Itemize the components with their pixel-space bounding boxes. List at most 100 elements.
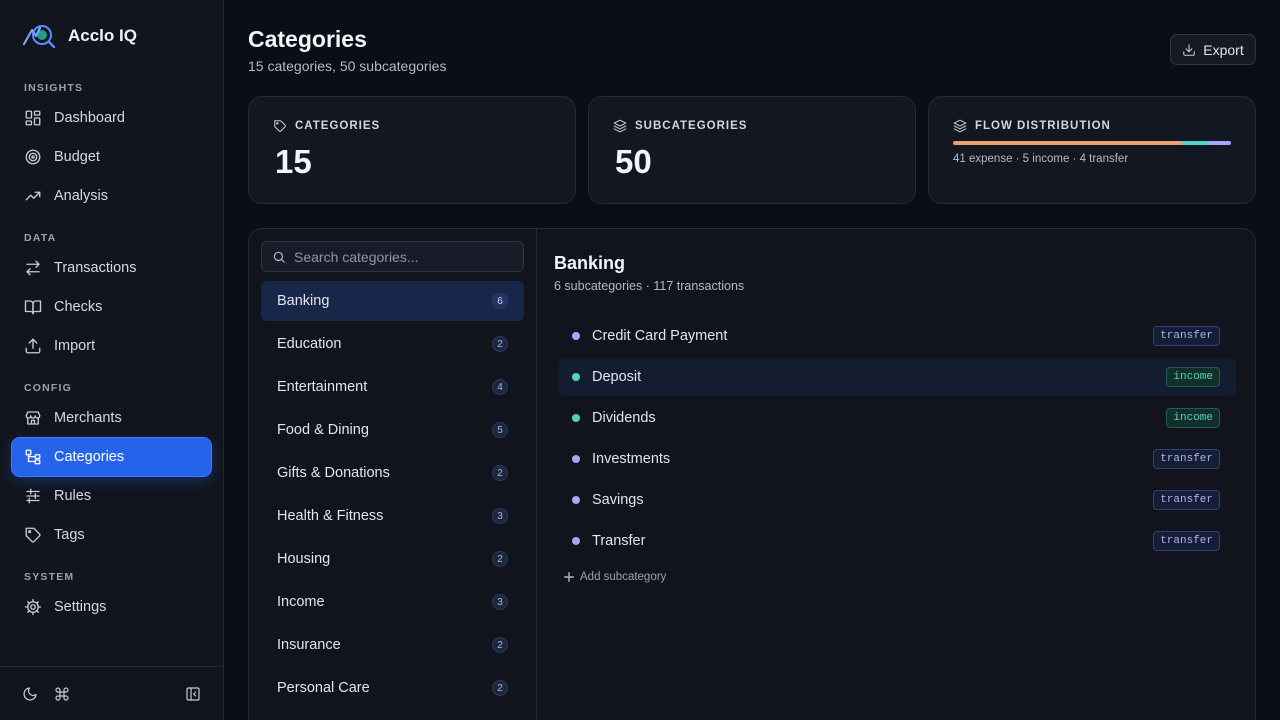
category-item[interactable]: Food & Dining 5 <box>261 410 524 450</box>
category-label: Insurance <box>277 637 341 653</box>
stat-label: CATEGORIES <box>273 119 380 133</box>
layers-icon <box>953 119 967 133</box>
flow-type-badge: transfer <box>1153 531 1220 551</box>
sidebar-item-label: Budget <box>54 149 100 165</box>
stat-label-text: CATEGORIES <box>295 120 381 132</box>
flow-type-dot <box>572 496 580 504</box>
category-count-badge: 2 <box>492 637 508 653</box>
subcategory-label: Credit Card Payment <box>592 328 728 344</box>
category-label: Gifts & Donations <box>277 465 390 481</box>
sidebar-item-merchants[interactable]: Merchants <box>12 399 211 437</box>
page-subtitle: 15 categories, 50 subcategories <box>248 58 447 74</box>
flow-type-badge: income <box>1166 367 1220 387</box>
sidebar-item-label: Dashboard <box>54 110 125 126</box>
category-count-badge: 2 <box>492 336 508 352</box>
sidebar-item-import[interactable]: Import <box>12 327 211 365</box>
add-subcategory-button[interactable]: Add subcategory <box>564 571 666 583</box>
add-subcategory-label: Add subcategory <box>580 571 667 583</box>
category-list: Banking 6 Education 2 Entertainment 4 Food & D… <box>249 229 537 720</box>
category-label: Education <box>277 336 342 352</box>
sidebar-item-dashboard[interactable]: Dashboard <box>12 99 211 137</box>
stat-card-categories: CATEGORIES 15 <box>248 96 576 204</box>
layers-icon <box>613 119 627 133</box>
subcategory-row[interactable]: Credit Card Payment transfer <box>558 317 1236 355</box>
theme-toggle-button[interactable] <box>20 684 40 704</box>
sidebar-item-tags[interactable]: Tags <box>12 516 211 554</box>
subcategory-label: Dividends <box>592 410 656 426</box>
tag-icon <box>274 120 286 132</box>
category-item[interactable]: Personal Care 2 <box>261 668 524 708</box>
subcategory-row[interactable]: Transfer transfer <box>558 522 1236 560</box>
store-icon <box>25 411 41 425</box>
logo-icon <box>22 25 56 49</box>
category-item[interactable]: Banking 6 <box>261 281 524 321</box>
flow-type-badge: transfer <box>1153 490 1220 510</box>
sidebar-item-categories[interactable]: Categories <box>12 438 211 476</box>
sidebar-item-settings[interactable]: Settings <box>12 588 211 626</box>
command-icon <box>55 687 69 701</box>
category-item[interactable]: Entertainment 4 <box>261 367 524 407</box>
sidebar-item-label: Settings <box>54 599 107 615</box>
stat-card-flow: FLOW DISTRIBUTION 41 expense · 5 income … <box>928 96 1256 204</box>
sidebar-item-analysis[interactable]: Analysis <box>12 177 211 215</box>
flow-type-dot <box>572 414 580 422</box>
subcategory-row[interactable]: Investments transfer <box>558 440 1236 478</box>
category-item[interactable]: Income 3 <box>261 582 524 622</box>
flow-segment-income <box>1180 141 1209 145</box>
subcategory-row[interactable]: Savings transfer <box>558 481 1236 519</box>
flow-type-badge: transfer <box>1153 326 1220 346</box>
search-icon <box>273 251 285 263</box>
flow-type-dot <box>572 332 580 340</box>
subcategory-label: Transfer <box>592 533 646 549</box>
nav-section-insights: INSIGHTS <box>24 82 84 94</box>
upload-icon <box>25 338 41 354</box>
stat-label: SUBCATEGORIES <box>613 119 747 133</box>
sidebar-item-transactions[interactable]: Transactions <box>12 249 211 287</box>
sidebar-item-label: Checks <box>54 299 103 315</box>
sidebar-item-checks[interactable]: Checks <box>12 288 211 326</box>
categories-panel: Banking 6 Education 2 Entertainment 4 Food & D… <box>248 228 1256 720</box>
category-item[interactable]: Education 2 <box>261 324 524 364</box>
gear-icon <box>24 598 42 616</box>
stat-label-text: SUBCATEGORIES <box>635 120 748 132</box>
category-item[interactable]: Housing 2 <box>261 539 524 579</box>
sidebar-item-label: Merchants <box>54 410 122 426</box>
target-icon <box>25 149 41 165</box>
command-palette-button[interactable] <box>52 684 72 704</box>
dashboard-icon <box>25 110 41 126</box>
brand[interactable]: Acclo IQ <box>22 22 137 50</box>
category-label: Food & Dining <box>277 422 369 438</box>
subcategory-row[interactable]: Deposit income <box>558 358 1236 396</box>
category-count-badge: 6 <box>492 293 508 309</box>
sidebar-item-label: Categories <box>54 449 125 465</box>
category-count-badge: 5 <box>492 422 508 438</box>
detail-subtitle: 6 subcategories · 117 transactions <box>554 279 745 293</box>
search-box[interactable] <box>261 241 524 272</box>
category-label: Health & Fitness <box>277 508 384 524</box>
flow-distribution-bar <box>953 141 1231 145</box>
download-icon <box>1183 43 1196 56</box>
sidebar-item-budget[interactable]: Budget <box>12 138 211 176</box>
category-item[interactable]: Gifts & Donations 2 <box>261 453 524 493</box>
category-detail: Banking 6 subcategories · 117 transactio… <box>538 229 1255 720</box>
detail-title: Banking <box>554 253 626 273</box>
search-input[interactable] <box>294 248 514 265</box>
sidebar-item-label: Rules <box>54 488 92 504</box>
category-item[interactable]: Health & Fitness 3 <box>261 496 524 536</box>
export-button[interactable]: Export <box>1170 34 1256 65</box>
category-count-badge: 4 <box>492 379 508 395</box>
subcategory-label: Investments <box>592 451 671 467</box>
category-count-badge: 2 <box>492 551 508 567</box>
category-item[interactable]: Insurance 2 <box>261 625 524 665</box>
category-label: Entertainment <box>277 379 368 395</box>
subcategory-label: Deposit <box>592 369 642 385</box>
book-icon <box>24 300 42 315</box>
sidebar-item-label: Analysis <box>54 188 108 204</box>
sidebar-item-rules[interactable]: Rules <box>12 477 211 515</box>
category-label: Personal Care <box>277 680 370 696</box>
tree-icon <box>25 449 41 465</box>
subcategory-row[interactable]: Dividends income <box>558 399 1236 437</box>
nav-section-system: SYSTEM <box>24 571 75 583</box>
collapse-sidebar-button[interactable] <box>183 684 203 704</box>
swap-icon <box>26 260 40 276</box>
